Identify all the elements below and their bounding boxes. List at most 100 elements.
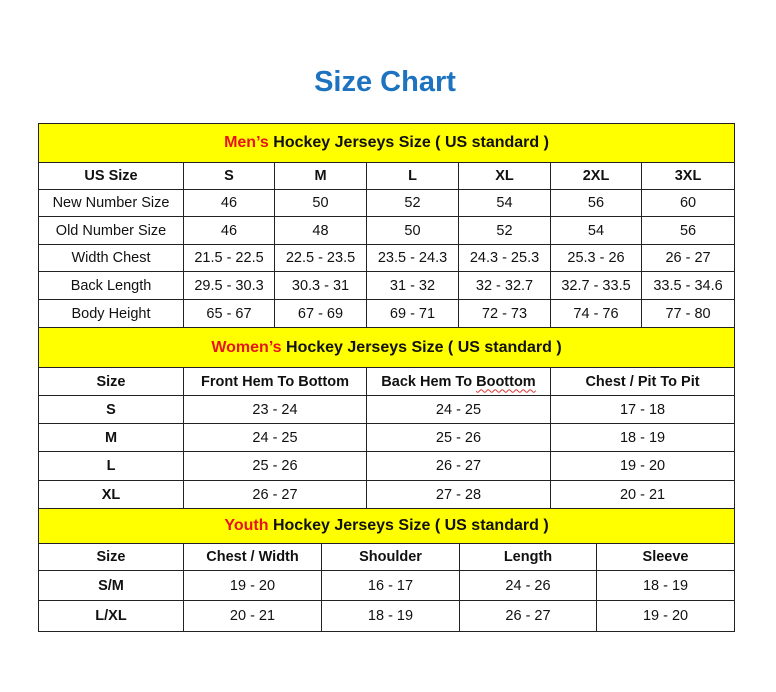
table-cell: 17 - 18 (549, 395, 736, 424)
table-cell: 32 - 32.7 (458, 271, 551, 300)
row-label: L (38, 451, 184, 481)
row-label: New Number Size (38, 189, 184, 217)
row-label: Body Height (38, 299, 184, 328)
table-cell: 20 - 21 (183, 600, 322, 632)
table-row: XL 26 - 27 27 - 28 20 - 21 (38, 480, 736, 509)
mens-highlight: Men’s (224, 134, 269, 151)
table-cell: 31 - 32 (366, 271, 459, 300)
table-cell: 56 (550, 189, 642, 217)
table-cell: 54 (550, 216, 642, 245)
mens-size-table: Men’s Hockey Jerseys Size ( US standard … (37, 123, 736, 328)
youth-highlight: Youth (224, 517, 269, 534)
table-cell: 24.3 - 25.3 (458, 244, 551, 272)
table-cell: 52 (458, 216, 551, 245)
row-label: Back Length (38, 271, 184, 300)
table-cell: 77 - 80 (640, 299, 736, 328)
table-cell: 32.7 - 33.5 (550, 271, 642, 300)
row-label: Old Number Size (38, 216, 184, 245)
table-cell: 50 (274, 189, 367, 217)
column-header: Chest / Pit To Pit (549, 367, 736, 396)
column-header-row: US Size S M L XL 2XL 3XL (38, 162, 736, 190)
womens-header-text: Hockey Jerseys Size ( US standard ) (281, 338, 562, 356)
table-cell: 52 (366, 189, 459, 217)
table-row: Width Chest 21.5 - 22.5 22.5 - 23.5 23.5 - … (38, 244, 736, 272)
table-cell: 67 - 69 (274, 299, 367, 328)
column-header-row: Size Front Hem To Bottom Back Hem To Boott… (38, 367, 736, 396)
table-cell: 20 - 21 (549, 480, 736, 509)
table-cell: 60 (640, 189, 736, 217)
table-row: M 24 - 25 25 - 26 18 - 19 (38, 423, 736, 452)
table-cell: 19 - 20 (549, 451, 736, 481)
table-cell: 21.5 - 22.5 (183, 244, 275, 272)
column-header: 2XL (550, 162, 642, 190)
table-cell: 24 - 25 (183, 423, 367, 452)
table-row: L/XL 20 - 21 18 - 19 26 - 27 19 - 20 (38, 600, 736, 632)
table-cell: 74 - 76 (550, 299, 642, 328)
column-header: Size (38, 367, 184, 396)
table-row: S 23 - 24 24 - 25 17 - 18 (38, 395, 736, 424)
table-cell: 26 - 27 (366, 451, 551, 481)
table-cell: 69 - 71 (366, 299, 459, 328)
youth-size-table: Youth Hockey Jerseys Size ( US standard … (37, 508, 736, 632)
womens-highlight: Women’s (211, 338, 282, 356)
table-row: S/M 19 - 20 16 - 17 24 - 26 18 - 19 (38, 570, 736, 601)
youth-section-header: Youth Hockey Jerseys Size ( US standard … (37, 508, 736, 544)
womens-section-header: Women’s Hockey Jerseys Size ( US standar… (37, 327, 736, 368)
table-cell: 26 - 27 (183, 480, 367, 509)
column-header: L (366, 162, 459, 190)
table-cell: 25.3 - 26 (550, 244, 642, 272)
table-cell: 25 - 26 (366, 423, 551, 452)
table-cell: 18 - 19 (549, 423, 736, 452)
table-cell: 65 - 67 (183, 299, 275, 328)
table-cell: 26 - 27 (459, 600, 597, 632)
column-header: Size (38, 543, 184, 571)
column-header: Front Hem To Bottom (183, 367, 367, 396)
row-label: S (38, 395, 184, 424)
row-label: L/XL (38, 600, 184, 632)
row-label: S/M (38, 570, 184, 601)
table-cell: 26 - 27 (640, 244, 736, 272)
table-cell: 72 - 73 (458, 299, 551, 328)
table-cell: 25 - 26 (183, 451, 367, 481)
table-cell: 24 - 25 (366, 395, 551, 424)
page-title: Size Chart (314, 66, 456, 98)
table-cell: 23 - 24 (183, 395, 367, 424)
mens-section-header: Men’s Hockey Jerseys Size ( US standard … (37, 123, 736, 163)
table-cell: 23.5 - 24.3 (366, 244, 459, 272)
table-cell: 46 (183, 216, 275, 245)
table-cell: 54 (458, 189, 551, 217)
table-row: L 25 - 26 26 - 27 19 - 20 (38, 451, 736, 481)
column-header: US Size (38, 162, 184, 190)
row-label: XL (38, 480, 184, 509)
table-row: Old Number Size 46 48 50 52 54 56 (38, 216, 736, 245)
column-header: Back Hem To Boottom (366, 367, 551, 396)
table-cell: 29.5 - 30.3 (183, 271, 275, 300)
table-cell: 16 - 17 (321, 570, 460, 601)
table-cell: 18 - 19 (321, 600, 460, 632)
table-cell: 50 (366, 216, 459, 245)
youth-header-text: Hockey Jerseys Size ( US standard ) (268, 517, 549, 534)
table-row: Body Height 65 - 67 67 - 69 69 - 71 72 - 73 7… (38, 299, 736, 328)
table-cell: 56 (640, 216, 736, 245)
table-cell: 30.3 - 31 (274, 271, 367, 300)
column-header-row: Size Chest / Width Shoulder Length Sleeve (38, 543, 736, 571)
row-label: M (38, 423, 184, 452)
mens-header-text: Hockey Jerseys Size ( US standard ) (268, 134, 549, 151)
column-header: Chest / Width (183, 543, 322, 571)
table-row: Back Length 29.5 - 30.3 30.3 - 31 31 - 32 32… (38, 271, 736, 300)
womens-size-table: Women’s Hockey Jerseys Size ( US standar… (37, 327, 736, 509)
table-cell: 46 (183, 189, 275, 217)
column-header: Length (459, 543, 597, 571)
table-row: New Number Size 46 50 52 54 56 60 (38, 189, 736, 217)
column-header: M (274, 162, 367, 190)
column-header: S (183, 162, 275, 190)
table-cell: 22.5 - 23.5 (274, 244, 367, 272)
table-cell: 33.5 - 34.6 (640, 271, 736, 300)
column-header: Shoulder (321, 543, 460, 571)
column-header: XL (458, 162, 551, 190)
column-header: Sleeve (595, 543, 736, 571)
table-cell: 27 - 28 (366, 480, 551, 509)
table-cell: 24 - 26 (459, 570, 597, 601)
column-header: 3XL (640, 162, 736, 190)
row-label: Width Chest (38, 244, 184, 272)
